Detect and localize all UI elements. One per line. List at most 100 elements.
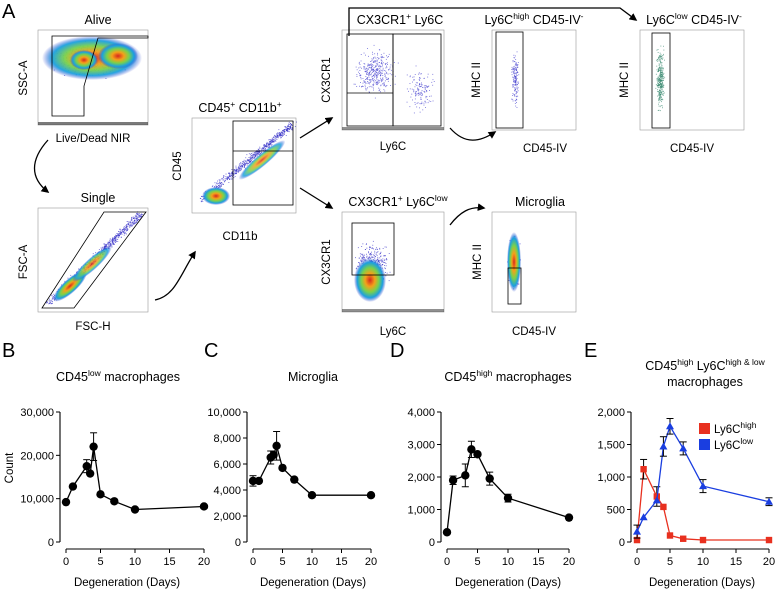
event-dot [224, 176, 226, 178]
scatter-events [511, 51, 520, 108]
event-dot [363, 66, 365, 68]
event-dot [511, 69, 513, 70]
series-line [65, 446, 205, 511]
event-dot [374, 67, 376, 68]
event-dot [418, 93, 420, 94]
event-dot [277, 135, 279, 136]
event-dot [370, 72, 372, 74]
event-dot [134, 215, 136, 217]
event-dot [376, 72, 378, 74]
event-dot [515, 87, 517, 89]
event-dot [262, 148, 264, 149]
event-dot [287, 129, 289, 130]
event-dot [288, 126, 290, 128]
event-dot [516, 96, 518, 98]
event-dot [275, 140, 277, 142]
event-dot [255, 152, 256, 153]
event-dot [409, 83, 411, 84]
y-tick-label: 6,000 [213, 459, 241, 471]
event-dot [660, 58, 662, 60]
y-tick-label: 2,000 [213, 511, 241, 523]
event-dot [136, 218, 138, 220]
event-dot [661, 65, 663, 67]
event-dot [362, 243, 364, 245]
event-dot [513, 73, 515, 75]
event-dot [138, 217, 140, 218]
event-dot [250, 153, 251, 155]
event-dot [382, 83, 384, 85]
title-part: CX3CR1 [357, 13, 406, 27]
event-dot [369, 246, 371, 248]
event-dot [372, 69, 374, 70]
gating-plot-alive: Alive Live/Dead NIR SSC-A [18, 13, 149, 145]
event-dot [518, 283, 520, 285]
event-dot [354, 83, 356, 85]
event-dot [114, 240, 115, 242]
event-dot [241, 166, 243, 168]
event-dot [117, 237, 119, 239]
event-dot [249, 161, 251, 163]
event-dot [112, 238, 114, 240]
title-part: CD45 [444, 370, 476, 384]
event-dot [376, 254, 378, 256]
event-dot [657, 58, 659, 59]
event-dot [263, 145, 264, 147]
event-dot [368, 252, 369, 254]
event-dot [138, 213, 140, 214]
event-dot [362, 86, 364, 87]
event-dot [662, 83, 664, 85]
event-dot [658, 99, 660, 101]
event-dot [277, 135, 279, 137]
event-dot [421, 84, 423, 86]
event-dot [278, 129, 280, 131]
event-dot [383, 52, 385, 54]
y-tick-label: 10,000 [20, 494, 54, 506]
event-dot [105, 246, 107, 248]
event-dot [660, 86, 662, 87]
event-dot [433, 81, 435, 82]
title-part: Ly6C [646, 13, 675, 27]
event-dot [397, 62, 399, 64]
event-dot [359, 73, 360, 74]
event-dot [244, 166, 245, 167]
x-tick-label: 10 [129, 556, 141, 568]
event-dot [121, 233, 123, 235]
event-dot [658, 92, 660, 94]
event-dot [364, 81, 366, 82]
event-dot [359, 85, 360, 87]
event-dot [657, 78, 659, 80]
event-dot [252, 158, 253, 160]
event-dot [360, 78, 362, 80]
event-dot [513, 81, 515, 83]
event-dot [123, 226, 125, 228]
event-dot [413, 112, 415, 114]
event-dot [660, 71, 662, 73]
gate-rect [495, 31, 524, 129]
event-dot [662, 79, 664, 81]
data-point [485, 474, 494, 483]
event-dot [283, 129, 285, 131]
event-dot [281, 135, 283, 137]
panel-label-a: A [2, 1, 16, 23]
title-part: CD11b [235, 101, 277, 115]
microglia-ylabel: MHC II [472, 244, 484, 280]
event-dot [373, 87, 374, 89]
chart-d: CD45high macrophages Degeneration (Days)… [407, 368, 575, 589]
event-dot [660, 70, 662, 72]
event-dot [112, 242, 114, 244]
event-dot [418, 85, 420, 87]
event-dot [519, 243, 521, 245]
event-dot [255, 156, 256, 158]
event-dot [658, 71, 659, 72]
legend-label-sup: low [740, 436, 754, 446]
event-dot [515, 68, 517, 70]
event-dot [267, 146, 269, 148]
event-dot [657, 89, 659, 91]
event-dot [282, 130, 284, 132]
event-dot [95, 252, 97, 254]
event-dot [118, 231, 120, 233]
event-dot [255, 151, 257, 152]
event-dot [376, 68, 377, 70]
event-dot [235, 165, 237, 167]
event-dot [244, 165, 245, 167]
